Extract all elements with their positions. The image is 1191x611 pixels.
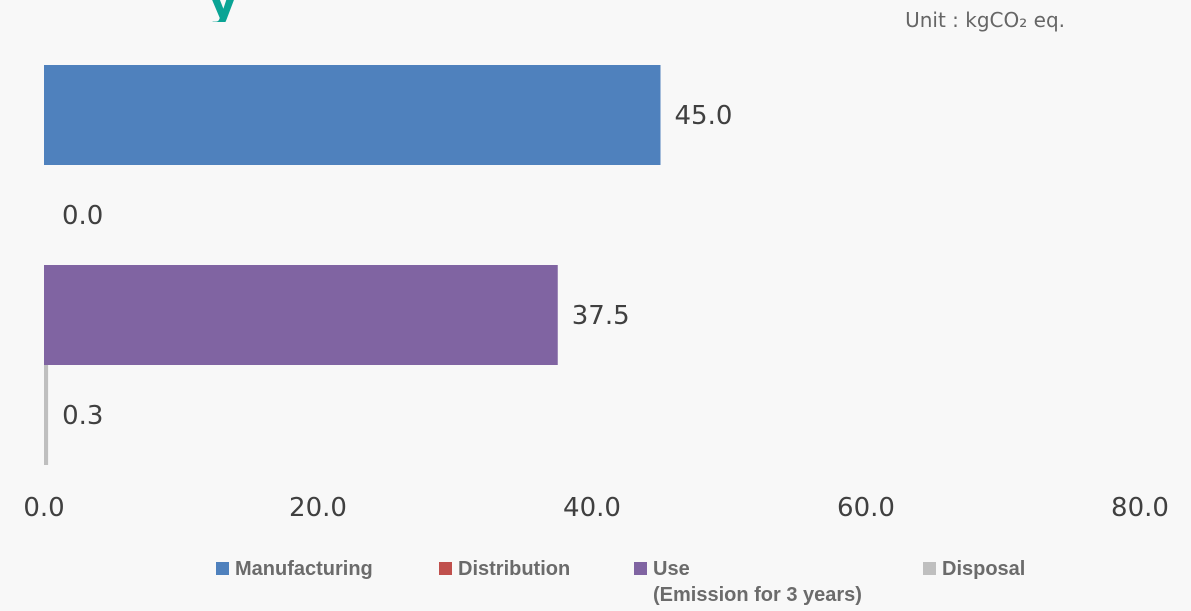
bar-manufacturing bbox=[44, 65, 661, 165]
bar-use bbox=[44, 265, 558, 365]
legend-label-disposal: Disposal bbox=[942, 558, 1026, 580]
legend-item-disposal: Disposal bbox=[923, 556, 1025, 582]
legend-swatch-distribution bbox=[439, 562, 452, 575]
x-tick-label: 20.0 bbox=[289, 493, 347, 523]
x-tick-label: 60.0 bbox=[837, 493, 895, 523]
data-label-manufacturing: 45.0 bbox=[675, 101, 733, 131]
legend-swatch-manufacturing bbox=[216, 562, 229, 575]
legend-label-manufacturing: Manufacturing bbox=[235, 558, 373, 580]
legend-item-distribution: Distribution bbox=[439, 556, 570, 582]
chart-legend: Manufacturing Distribution Use (Emission… bbox=[0, 556, 1191, 611]
legend-label-distribution: Distribution bbox=[458, 558, 571, 580]
legend-sublabel-use: (Emission for 3 years) bbox=[653, 584, 862, 606]
legend-swatch-use bbox=[634, 562, 647, 575]
bar-disposal bbox=[44, 365, 49, 465]
data-label-use: 37.5 bbox=[572, 301, 630, 331]
legend-swatch-disposal bbox=[923, 562, 936, 575]
x-tick-label: 80.0 bbox=[1111, 493, 1169, 523]
data-label-disposal: 0.3 bbox=[62, 401, 103, 431]
unit-label: Unit : kgCO₂ eq. bbox=[905, 8, 1065, 32]
emission-bar-chart: 45.0 0.0 37.5 0.3 0.0 20.0 40.0 60.0 80.0 bbox=[23, 65, 1169, 523]
x-tick-label: 0.0 bbox=[23, 493, 64, 523]
title-fragment: y bbox=[208, 0, 248, 22]
legend-item-manufacturing: Manufacturing bbox=[216, 556, 373, 582]
legend-item-use: Use (Emission for 3 years) bbox=[634, 556, 862, 608]
x-tick-label: 40.0 bbox=[563, 493, 621, 523]
legend-label-use: Use bbox=[653, 558, 690, 580]
data-label-distribution: 0.0 bbox=[62, 201, 103, 231]
